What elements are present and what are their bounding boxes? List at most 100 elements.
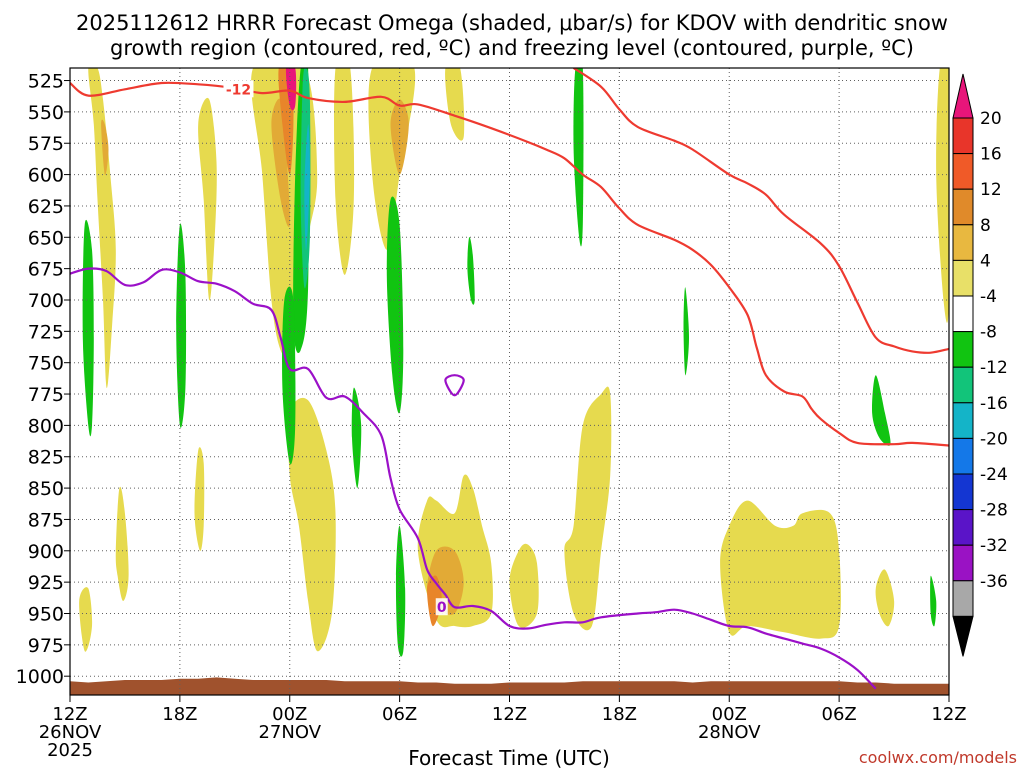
dgz-contour-label: -12 — [226, 82, 251, 98]
omega-region-9 — [564, 386, 612, 631]
y-tick-label: 750 — [28, 353, 64, 375]
y-tick-label: 1000 — [16, 666, 64, 688]
colorbar-label: -36 — [980, 572, 1008, 592]
plot-area: -12 0 — [69, 67, 950, 696]
colorbar-box-4 — [952, 259, 974, 297]
omega-region-13 — [194, 447, 205, 552]
colorbar-label: -12 — [980, 358, 1008, 378]
gridlines — [70, 68, 949, 695]
omega-region-15 — [875, 569, 895, 627]
omega-region-0 — [88, 68, 116, 388]
x-tick-label: 00Z — [272, 704, 307, 725]
omega-region-14 — [79, 587, 93, 652]
omega-region-33 — [395, 525, 406, 657]
colorbar-box-6 — [952, 331, 974, 368]
y-tick-label: 650 — [28, 227, 64, 249]
colorbar-box-8 — [952, 402, 974, 439]
freezing-label-bg-0 — [435, 598, 448, 616]
omega-region-28 — [386, 196, 404, 414]
colorbar-label: 8 — [980, 216, 991, 236]
colorbar-box-2 — [952, 188, 974, 226]
freezing-contour-0 — [70, 267, 877, 690]
omega-region-7 — [287, 397, 336, 652]
omega-region-24 — [176, 223, 187, 428]
colorbar-bottom-arrow — [952, 615, 974, 657]
omega-region-10 — [509, 543, 539, 628]
omega-region-22 — [285, 68, 297, 111]
x-tick-label: 00Z — [712, 704, 747, 725]
freezing-contour-1 — [444, 374, 465, 397]
y-tick-label: 975 — [28, 635, 64, 657]
colorbar: 20 16 12 8 4 -4 -8 -12 -16 -20 -24 -28 -32 -36 — [952, 73, 1008, 657]
omega-region-1 — [198, 97, 217, 301]
colorbar-label: 4 — [980, 251, 991, 271]
omega-region-29 — [467, 237, 475, 305]
colorbar-label: -4 — [980, 287, 997, 307]
omega-region-36 — [304, 124, 310, 250]
chart-title-line2: growth region (contoured, red, ºC) and f… — [110, 36, 914, 60]
y-tick-label: 525 — [28, 71, 64, 93]
x-date-label: 2025 — [47, 740, 93, 761]
y-tick-label: 600 — [28, 165, 64, 187]
y-tick-label: 700 — [28, 290, 64, 312]
y-tick-label: 625 — [28, 196, 64, 218]
x-date-label: 26NOV — [39, 722, 102, 743]
omega-region-27 — [351, 387, 362, 489]
colorbar-label: -8 — [980, 323, 997, 343]
x-tick-label: 12Z — [52, 704, 87, 725]
colorbar-label: 20 — [980, 109, 1002, 129]
x-tick-label: 06Z — [382, 704, 417, 725]
y-tick-label: 775 — [28, 384, 64, 406]
source-credit: coolwx.com/models — [859, 748, 1017, 767]
y-tick-label: 675 — [28, 259, 64, 281]
y-axis: 525 550 575 600 625 650 675 700 725 750 775 800 825 8… — [16, 71, 70, 688]
y-tick-label: 575 — [28, 133, 64, 155]
colorbar-box-7 — [952, 366, 974, 404]
omega-region-5 — [445, 68, 465, 141]
x-axis: 12Z 18Z 00Z 06Z 12Z 18Z 00Z 06Z 12Z26NOV202527NO… — [39, 695, 967, 761]
colorbar-label: -28 — [980, 501, 1008, 521]
x-date-label: 27NOV — [258, 722, 321, 743]
omega-region-16 — [101, 119, 109, 176]
omega-region-6 — [936, 68, 949, 323]
colorbar-label: 12 — [980, 180, 1002, 200]
colorbar-top-arrow — [952, 73, 974, 119]
y-tick-label: 800 — [28, 415, 64, 437]
omega-region-17 — [271, 98, 290, 227]
colorbar-box-9 — [952, 437, 974, 475]
x-tick-label: 18Z — [602, 704, 637, 725]
colorbar-box-13 — [952, 580, 974, 617]
colorbar-box-3 — [952, 224, 974, 261]
dgz-contour-0 — [70, 81, 949, 447]
colorbar-label: 16 — [980, 145, 1002, 165]
chart-title-line1: 2025112612 HRRR Forecast Omega (shaded, … — [76, 11, 948, 35]
y-tick-label: 850 — [28, 478, 64, 500]
y-tick-label: 875 — [28, 509, 64, 531]
omega-region-3 — [334, 68, 355, 275]
omega-region-34 — [930, 575, 937, 627]
dgz-contour-1 — [572, 68, 949, 354]
y-tick-label: 550 — [28, 102, 64, 124]
x-tick-label: 12Z — [931, 704, 966, 725]
colorbar-box-11 — [952, 509, 974, 546]
y-tick-label: 825 — [28, 447, 64, 469]
omega-region-26 — [282, 286, 296, 465]
x-axis-label: Forecast Time (UTC) — [408, 746, 610, 768]
x-tick-label: 12Z — [492, 704, 527, 725]
terrain-surface — [70, 677, 949, 695]
colorbar-box-12 — [952, 544, 974, 582]
y-tick-label: 925 — [28, 572, 64, 594]
x-tick-label: 06Z — [822, 704, 857, 725]
colorbar-box-10 — [952, 473, 974, 511]
colorbar-box-0 — [952, 117, 974, 155]
dgz-label-bg-0 — [223, 80, 254, 98]
x-date-label: 28NOV — [698, 722, 761, 743]
omega-shading — [79, 68, 949, 657]
y-tick-label: 900 — [28, 541, 64, 563]
colorbar-label: -20 — [980, 429, 1008, 449]
omega-region-32 — [871, 375, 891, 446]
colorbar-box-5 — [952, 295, 974, 333]
colorbar-box-1 — [952, 153, 974, 190]
y-tick-label: 950 — [28, 603, 64, 625]
